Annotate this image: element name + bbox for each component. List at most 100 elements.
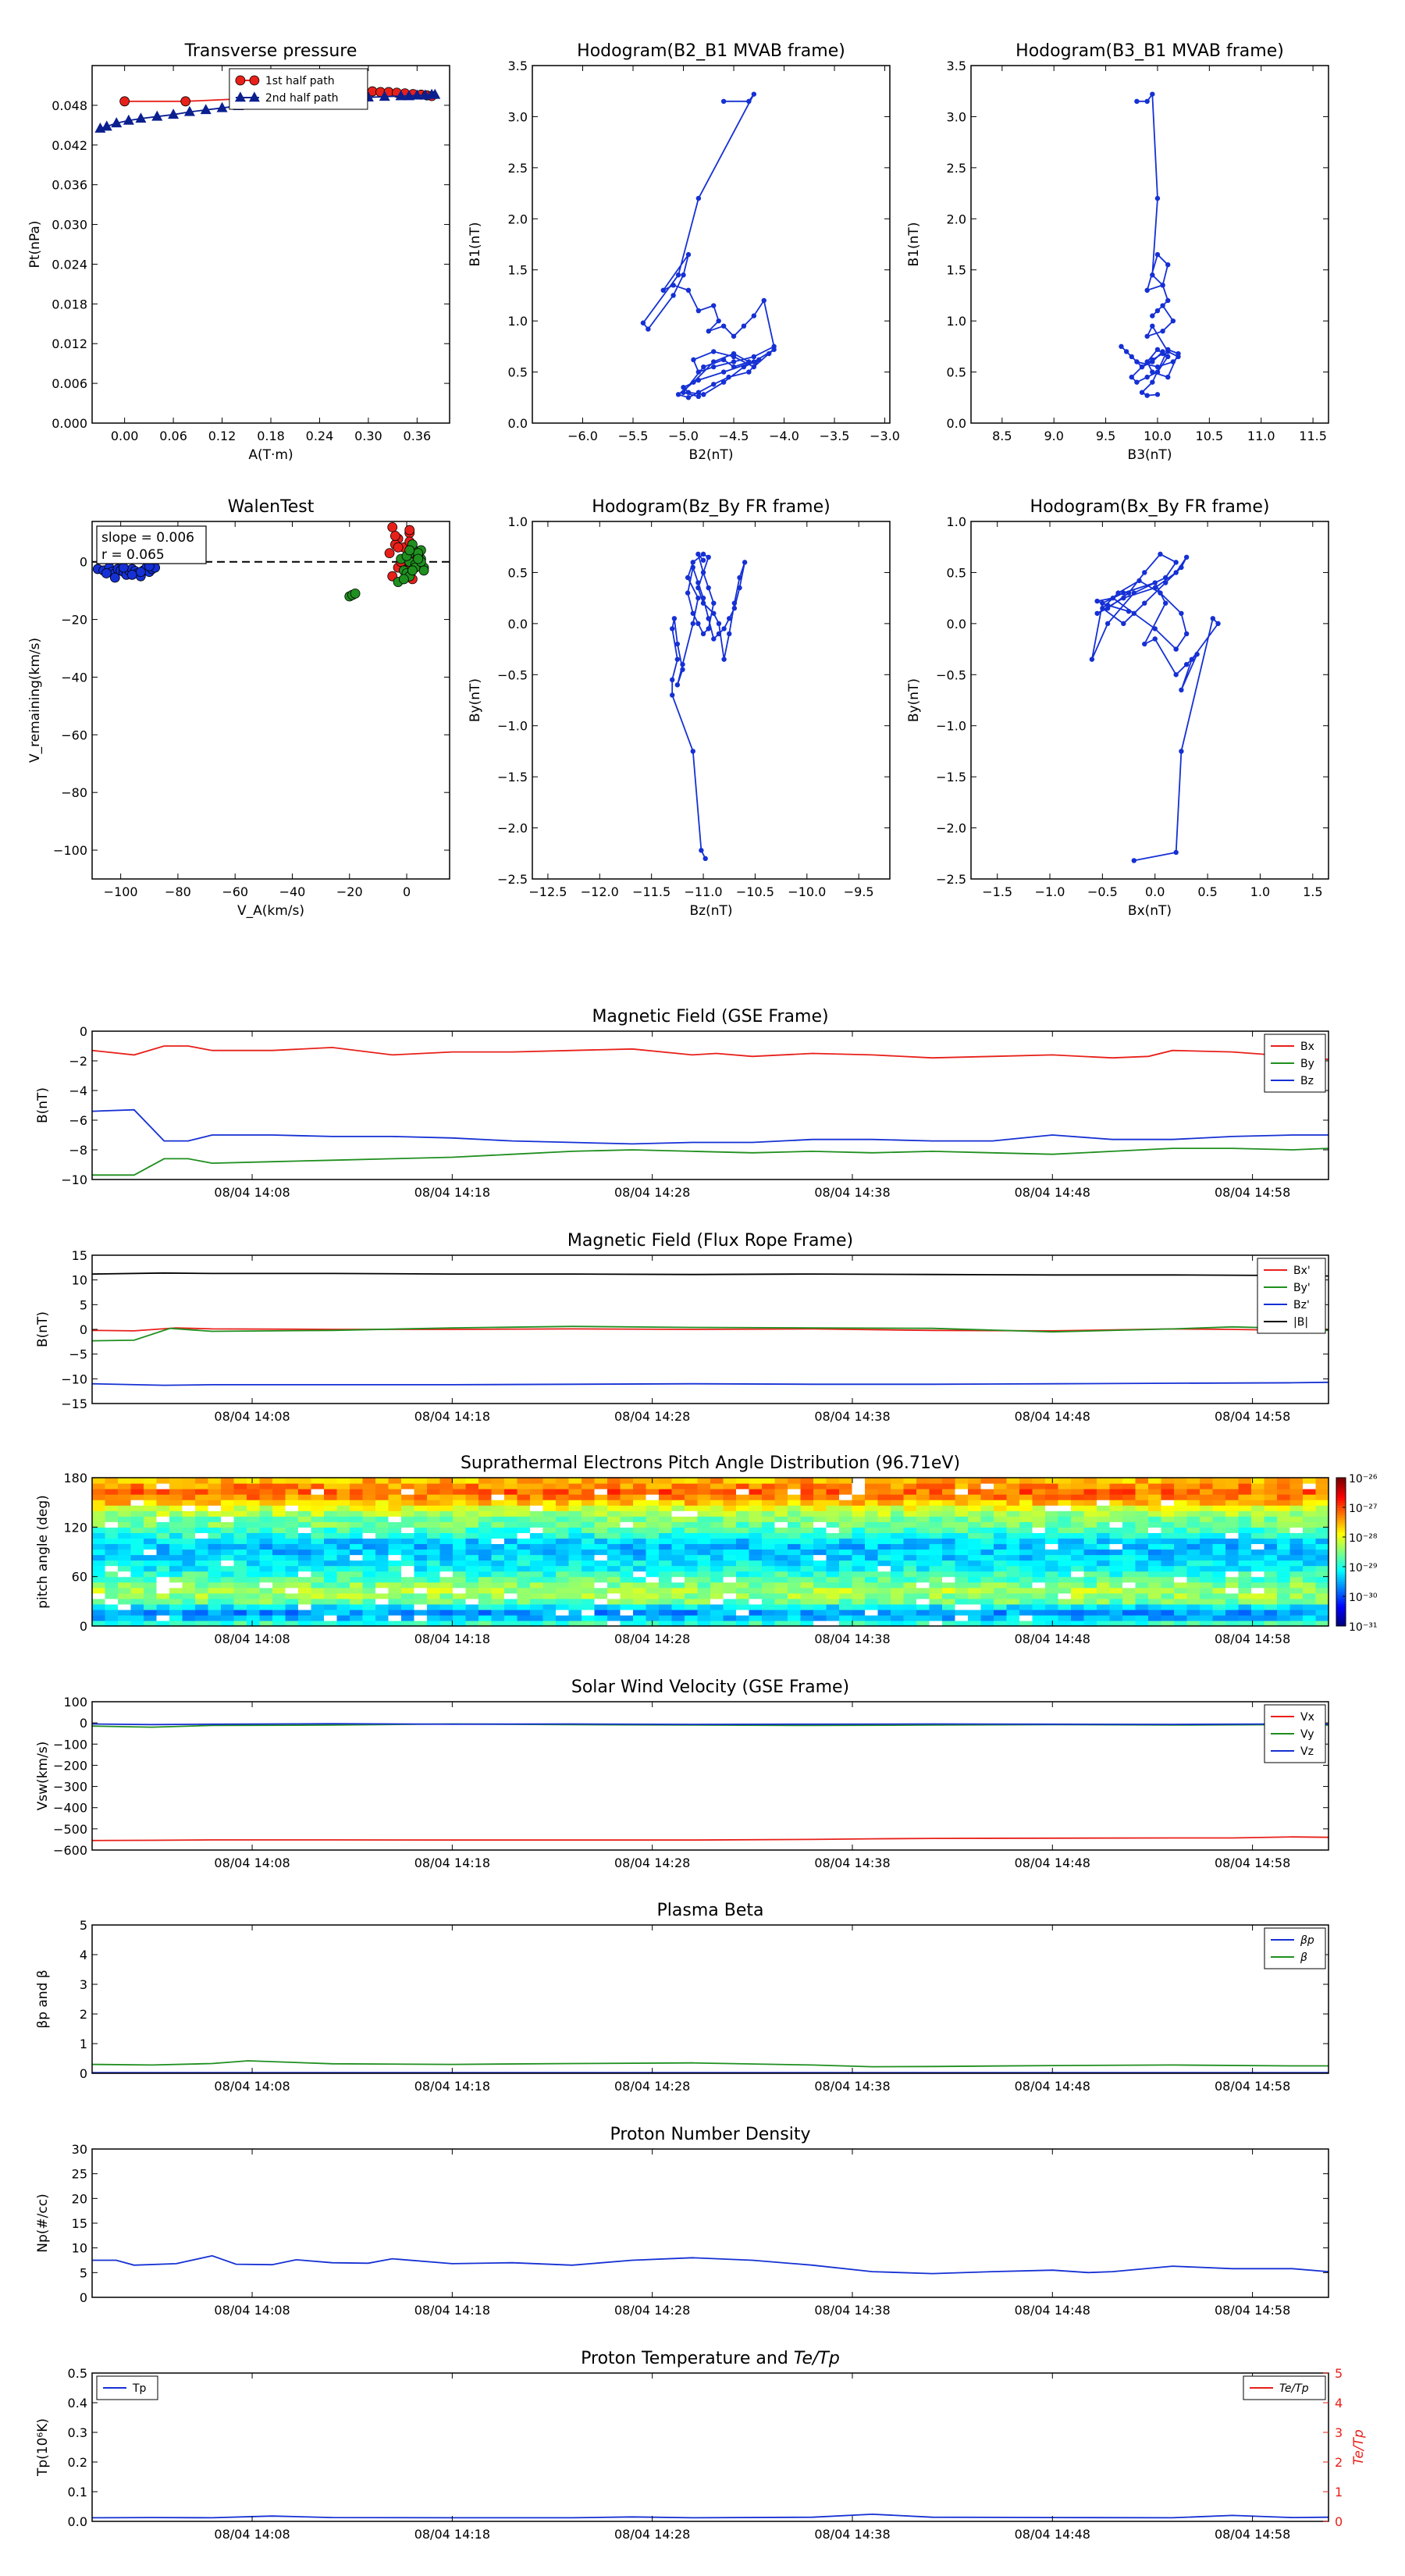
- heatmap-cell: [736, 1603, 750, 1610]
- heatmap-cell: [388, 1543, 402, 1550]
- heatmap-cell: [362, 1560, 376, 1567]
- data-point: [1089, 656, 1095, 662]
- heatmap-cell: [1225, 1587, 1240, 1594]
- heatmap-cell: [362, 1489, 376, 1495]
- heatmap-cell: [1238, 1603, 1252, 1610]
- colorbar-segment: [1336, 1552, 1346, 1555]
- heatmap-cell: [877, 1592, 891, 1599]
- heatmap-cell: [839, 1521, 853, 1528]
- heatmap-cell: [1135, 1532, 1149, 1539]
- heatmap-cell: [491, 1587, 505, 1594]
- chart-hodo4: −1.5 −1.0 −0.5 0.0 0.5 1.0 1.5−2.5−2.0−1.5−1.0…: [906, 497, 1329, 919]
- heatmap-cell: [504, 1598, 518, 1605]
- x-tick-label: 08/04 14:08: [214, 2303, 290, 2318]
- heatmap-cell: [710, 1489, 724, 1495]
- heatmap-cell: [247, 1582, 261, 1589]
- heatmap-cell: [659, 1489, 673, 1495]
- series: [1089, 551, 1221, 863]
- heatmap-cell: [1238, 1571, 1252, 1578]
- heatmap-cell: [736, 1521, 750, 1528]
- heatmap-cell: [1200, 1587, 1214, 1594]
- y-tick-label: 0.000: [52, 416, 87, 431]
- y-tick-label: −8: [69, 1143, 87, 1158]
- heatmap-cell: [453, 1614, 467, 1621]
- heatmap-cell: [556, 1560, 570, 1567]
- legend-label: Bz': [1293, 1299, 1310, 1311]
- heatmap-cell: [891, 1587, 905, 1594]
- heatmap-cell: [839, 1614, 853, 1621]
- heatmap-cell: [1109, 1500, 1123, 1506]
- heatmap-cell: [1083, 1527, 1097, 1533]
- heatmap-cell: [427, 1543, 441, 1550]
- data-point: [695, 377, 702, 383]
- heatmap-cell: [736, 1571, 750, 1578]
- heatmap-cell: [182, 1614, 196, 1621]
- heatmap-cell: [788, 1609, 802, 1616]
- heatmap-cell: [1315, 1603, 1329, 1610]
- heatmap-cell: [994, 1620, 1008, 1627]
- heatmap-cell: [182, 1489, 196, 1495]
- heatmap-cell: [736, 1483, 750, 1489]
- x-tick-label: 08/04 14:48: [1015, 2527, 1090, 2542]
- heatmap-cell: [788, 1543, 802, 1550]
- heatmap-cell: [697, 1587, 711, 1594]
- heatmap-cell: [414, 1560, 428, 1567]
- heatmap-cell: [1097, 1571, 1111, 1578]
- heatmap-cell: [375, 1598, 389, 1605]
- heatmap-cell: [568, 1494, 582, 1500]
- heatmap-cell: [1264, 1582, 1278, 1589]
- heatmap-cell: [1225, 1592, 1240, 1599]
- heatmap-cell: [1264, 1543, 1278, 1550]
- heatmap-cell: [1109, 1614, 1123, 1621]
- heatmap-cell: [208, 1483, 222, 1489]
- heatmap-cell: [710, 1592, 724, 1599]
- heatmap-cell: [865, 1614, 879, 1621]
- heatmap-cell: [1058, 1478, 1072, 1484]
- heatmap-cell: [1315, 1532, 1329, 1539]
- heatmap-cell: [130, 1510, 144, 1517]
- colorbar-segment: [1336, 1591, 1346, 1595]
- heatmap-cell: [427, 1560, 441, 1567]
- heatmap-cell: [1071, 1516, 1085, 1522]
- y-tick-label: 0.018: [52, 297, 87, 311]
- heatmap-cell: [247, 1489, 261, 1495]
- colorbar-segment: [1336, 1532, 1346, 1535]
- y-right-tick-label: 5: [1335, 2366, 1343, 2381]
- heatmap-cell: [1019, 1521, 1033, 1528]
- heatmap-cell: [491, 1598, 505, 1605]
- heatmap-cell: [1045, 1543, 1059, 1550]
- heatmap-cell: [556, 1538, 570, 1545]
- heatmap-cell: [401, 1483, 415, 1489]
- heatmap-cell: [762, 1483, 776, 1489]
- heatmap-cell: [1264, 1489, 1278, 1495]
- heatmap-cell: [685, 1527, 699, 1533]
- heatmap-cell: [375, 1587, 389, 1594]
- heatmap-cell: [903, 1489, 917, 1495]
- heatmap-cell: [916, 1592, 930, 1599]
- heatmap-cell: [272, 1609, 286, 1616]
- heatmap-cell: [685, 1505, 699, 1511]
- heatmap-cell: [1083, 1582, 1097, 1589]
- heatmap-cell: [465, 1516, 479, 1522]
- heatmap-cell: [1212, 1505, 1226, 1511]
- heatmap-cell: [813, 1478, 827, 1484]
- heatmap-cell: [92, 1521, 106, 1528]
- colorbar-segment: [1336, 1529, 1346, 1533]
- data-point: [695, 585, 701, 591]
- heatmap-cell: [130, 1478, 144, 1484]
- heatmap-cell: [362, 1565, 376, 1572]
- heatmap-cell: [247, 1609, 261, 1616]
- heatmap-cell: [749, 1560, 763, 1567]
- y-axis-label: B(nT): [35, 1087, 51, 1123]
- heatmap-cell: [272, 1510, 286, 1517]
- heatmap-cell: [247, 1494, 261, 1500]
- heatmap-cell: [542, 1510, 557, 1517]
- heatmap-cell: [839, 1500, 853, 1506]
- heatmap-cell: [1315, 1582, 1329, 1589]
- heatmap-cell: [942, 1521, 956, 1528]
- heatmap-cell: [620, 1571, 634, 1578]
- heatmap-cell: [968, 1510, 982, 1517]
- x-tick-label: 08/04 14:38: [814, 2079, 890, 2094]
- heatmap-cell: [542, 1532, 557, 1539]
- heatmap-cell: [916, 1510, 930, 1517]
